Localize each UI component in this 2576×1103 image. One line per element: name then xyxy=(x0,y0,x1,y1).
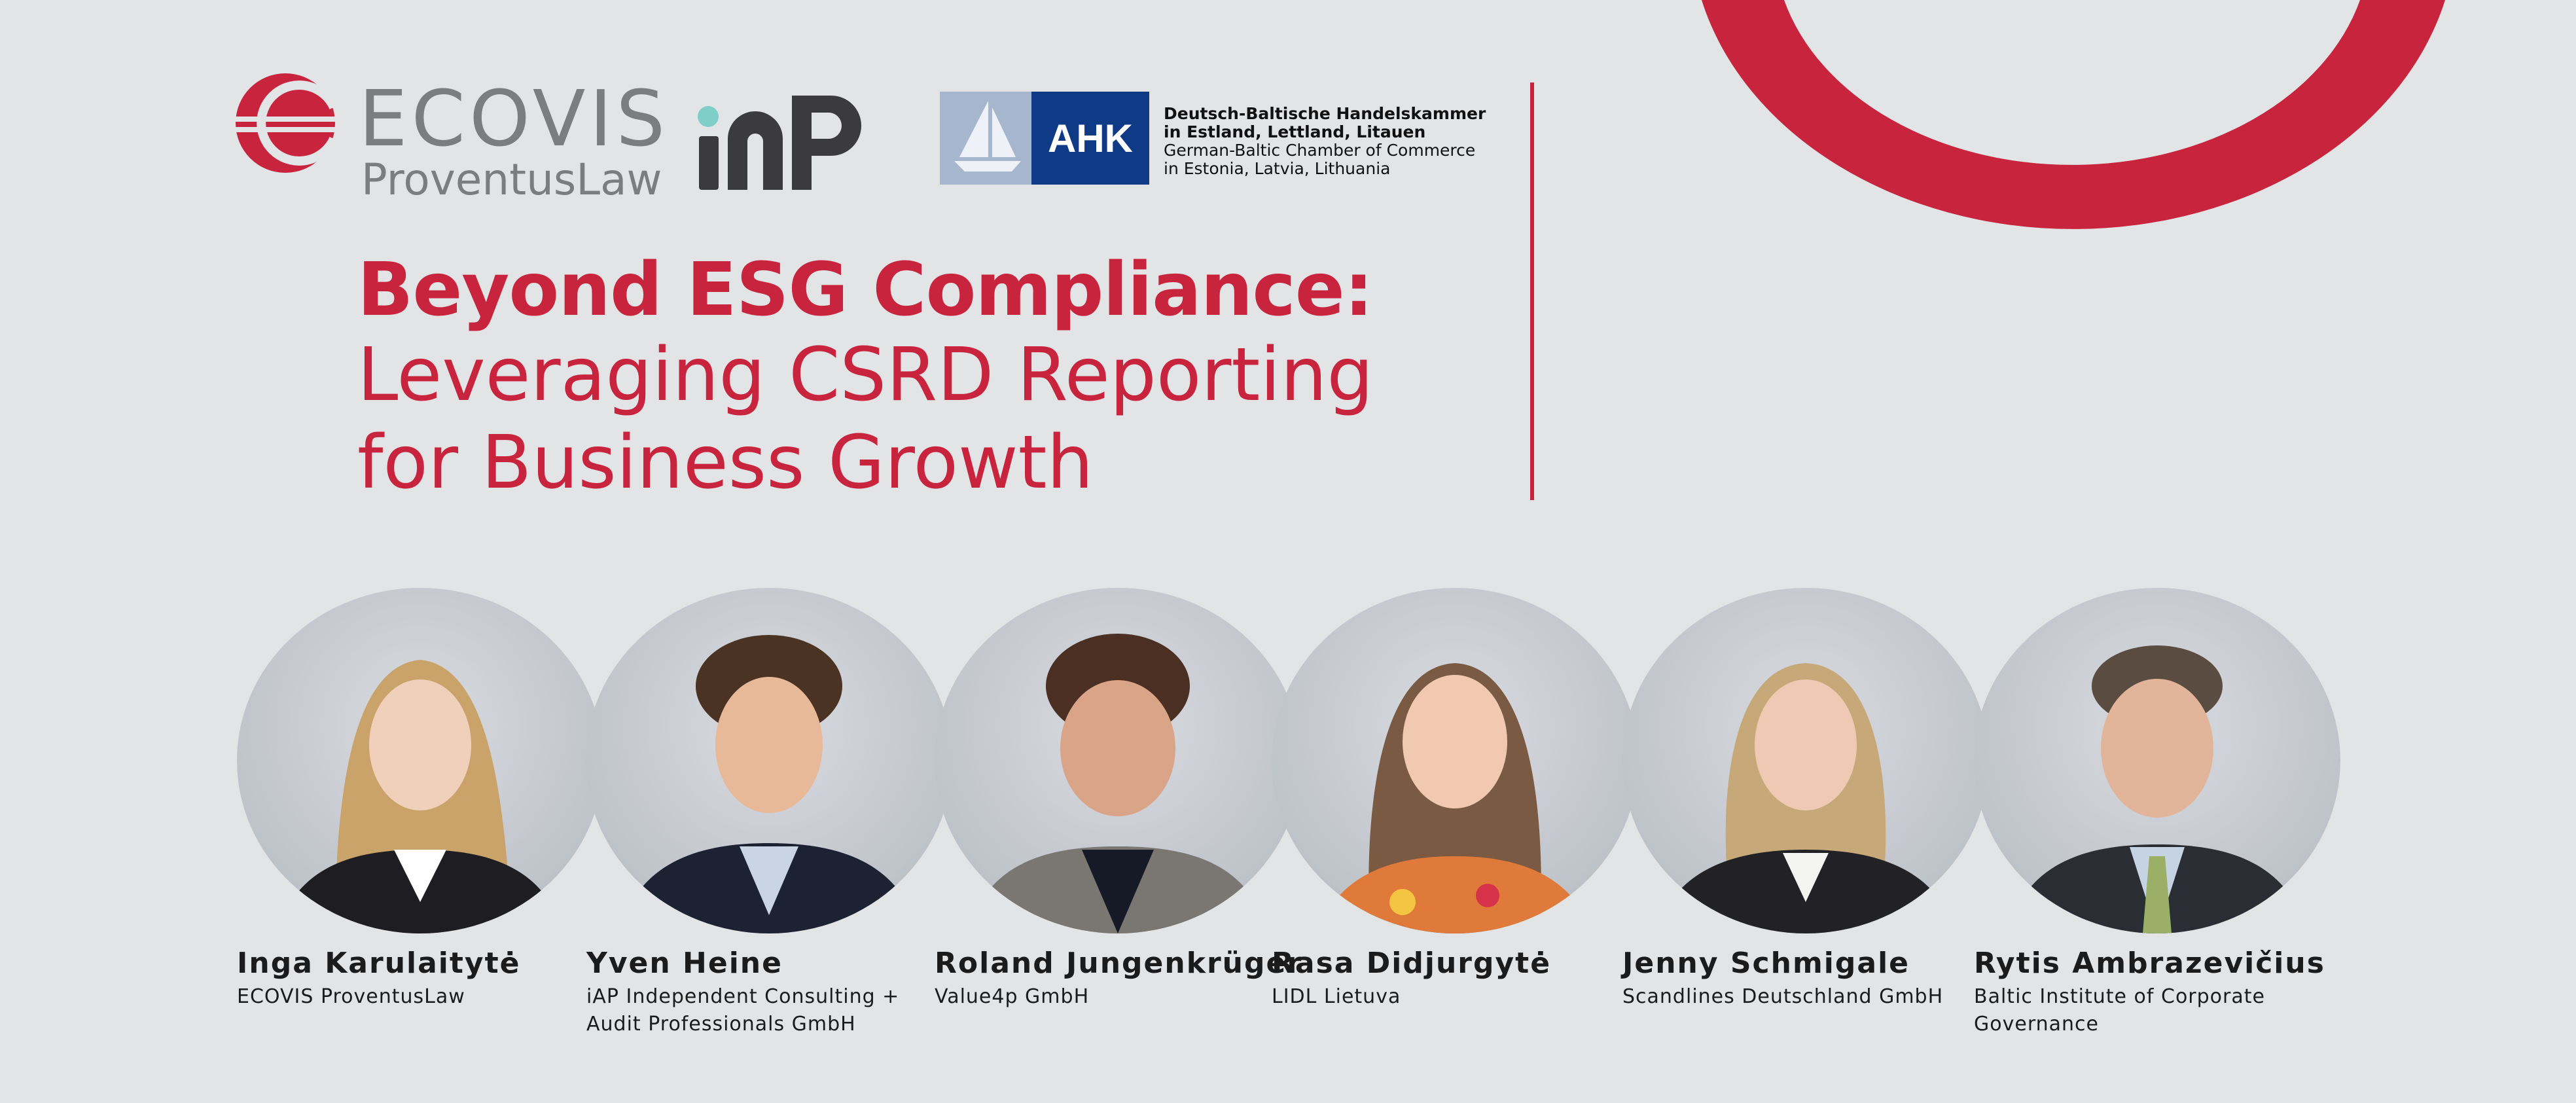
speaker-name: Roland Jungenkrüger xyxy=(935,947,1303,980)
speaker-name: Rasa Didjurgytė xyxy=(1272,947,1552,980)
ecovis-mark-icon xyxy=(236,73,340,173)
ahk-line: in Estland, Lettland, Litauen xyxy=(1164,122,1426,141)
speaker-name: Rytis Ambrazevičius xyxy=(1974,947,2325,980)
organization-line: LIDL Lietuva xyxy=(1272,985,1401,1008)
speaker-name: Jenny Schmigale xyxy=(1622,947,1910,980)
title-subline: for Business Growth xyxy=(357,420,1094,505)
ahk-description: Deutsch-Baltische Handelskammer in Estla… xyxy=(1164,105,1486,178)
organization-line: Baltic Institute of Corporate xyxy=(1974,985,2265,1008)
speaker-organization: LIDL Lietuva xyxy=(1272,983,1401,1011)
speaker-name: Inga Karulaitytė xyxy=(237,947,521,980)
ahk-line: German-Baltic Chamber of Commerce xyxy=(1164,141,1476,160)
speaker-photo xyxy=(1272,588,1638,933)
ecovis-subtitle: ProventusLaw xyxy=(361,154,662,205)
title-headline: Beyond ESG Compliance: xyxy=(357,247,1374,333)
speaker-organization: ECOVIS ProventusLaw xyxy=(237,983,465,1011)
organization-line: Audit Professionals GmbH xyxy=(586,1013,856,1036)
speaker-name: Yven Heine xyxy=(586,947,783,980)
ahk-badge: AHK xyxy=(1031,92,1149,185)
decorative-ring xyxy=(1702,0,2445,229)
speaker-photo xyxy=(935,588,1301,933)
organization-line: Governance xyxy=(1974,1013,2099,1036)
vertical-divider xyxy=(1530,82,1534,500)
ecovis-logo: ECOVIS ProventusLaw xyxy=(236,71,665,208)
speaker-organization: Baltic Institute of Corporate Governance xyxy=(1974,983,2265,1038)
ahk-line: Deutsch-Baltische Handelskammer xyxy=(1164,104,1486,123)
title-subline: Leveraging CSRD Reporting xyxy=(357,333,1374,418)
speaker-photo xyxy=(237,588,603,933)
iap-logo xyxy=(698,96,861,190)
speaker-organization: Value4p GmbH xyxy=(935,983,1089,1011)
ahk-logo: AHK Deutsch-Baltische Handelskammer in E… xyxy=(940,92,1529,187)
speaker-photo xyxy=(586,588,952,933)
ecovis-wordmark: ECOVIS xyxy=(359,73,670,164)
speaker-photo xyxy=(1974,588,2340,933)
ahk-line: in Estonia, Latvia, Lithuania xyxy=(1164,159,1391,178)
speaker-organization: Scandlines Deutschland GmbH xyxy=(1622,983,1943,1011)
event-title: Beyond ESG Compliance: Leveraging CSRD R… xyxy=(357,249,1374,507)
sailboat-icon xyxy=(940,92,1031,185)
organization-line: Scandlines Deutschland GmbH xyxy=(1622,985,1944,1008)
organization-line: ECOVIS ProventusLaw xyxy=(237,985,465,1008)
speaker-organization: iAP Independent Consulting + Audit Profe… xyxy=(586,983,899,1038)
speaker-photo xyxy=(1622,588,1989,933)
organization-line: Value4p GmbH xyxy=(935,985,1090,1008)
organization-line: iAP Independent Consulting + xyxy=(586,985,900,1008)
